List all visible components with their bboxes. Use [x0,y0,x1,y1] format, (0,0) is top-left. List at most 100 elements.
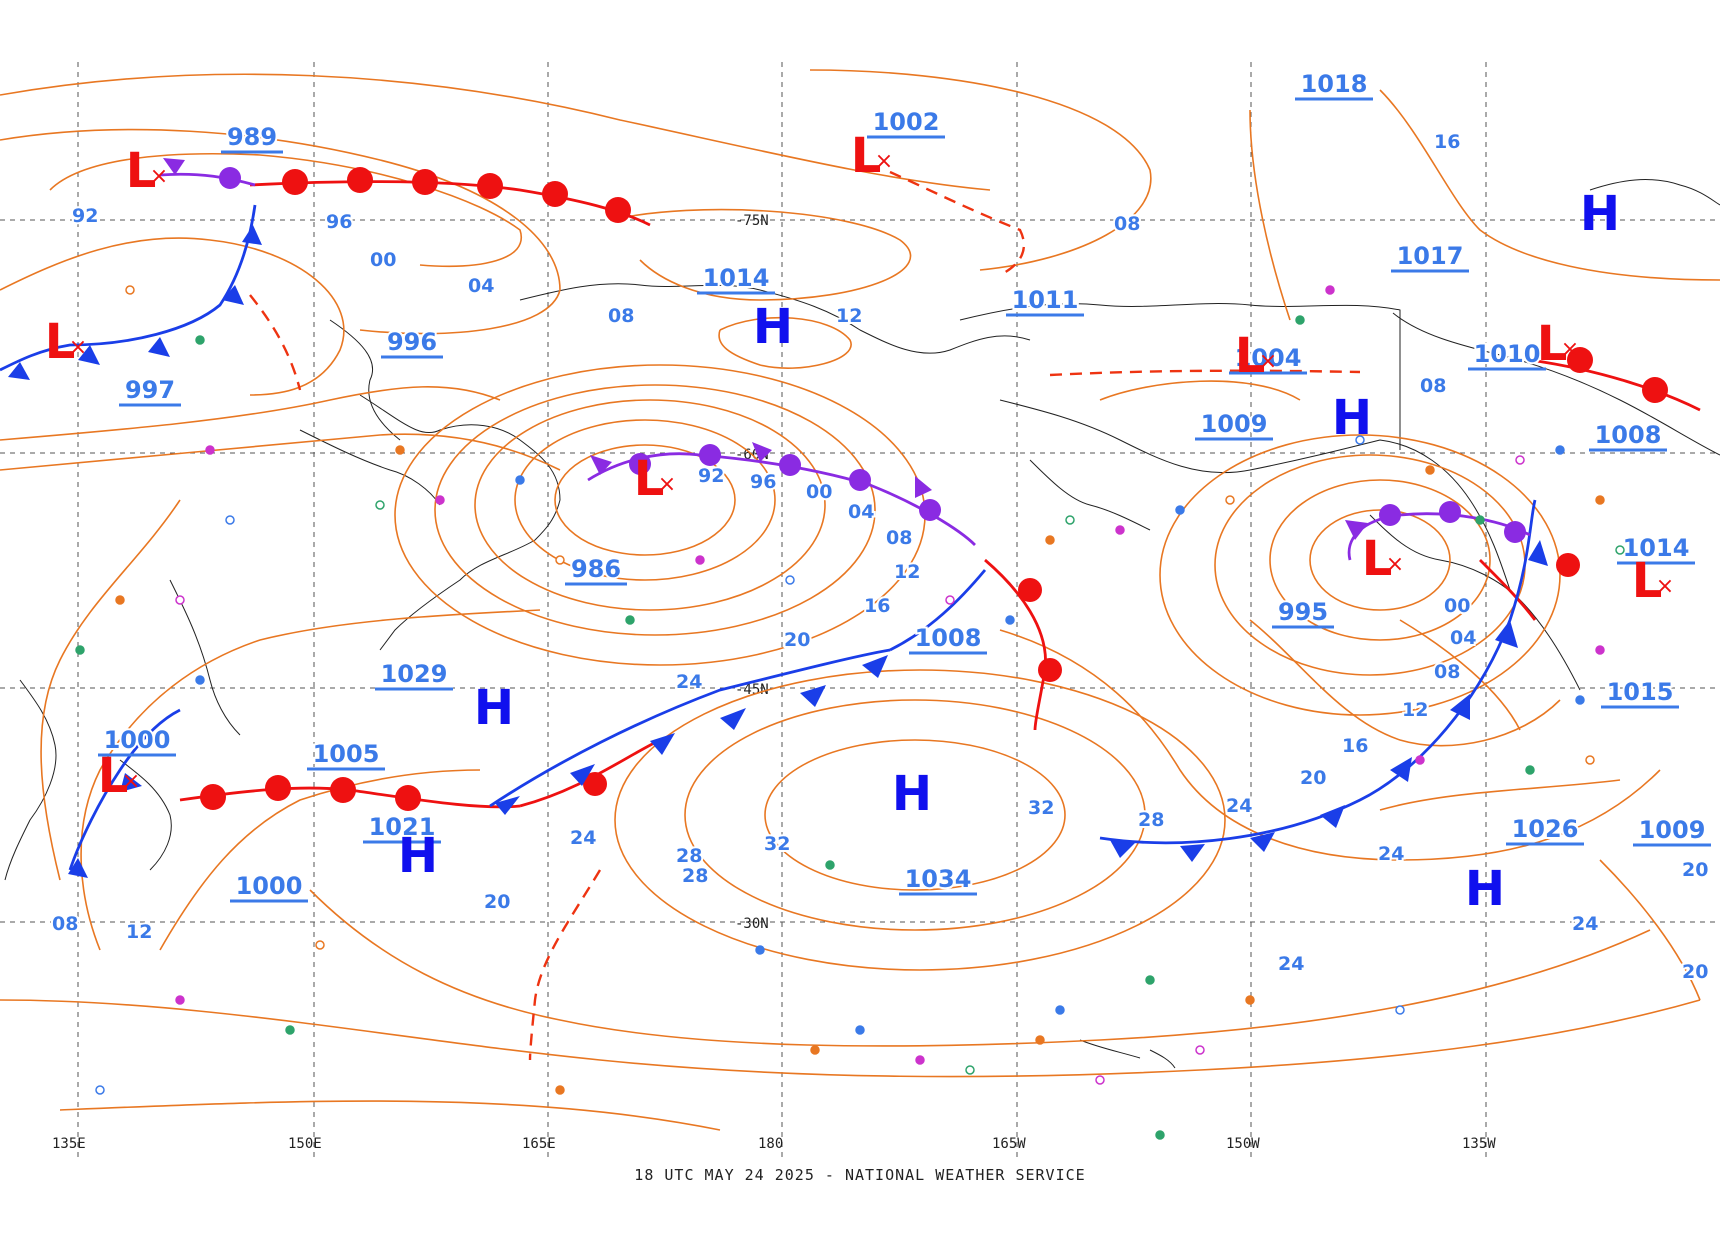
station-marker [1035,1035,1045,1045]
pressure-center-value: 1009 [1633,814,1711,847]
cold-front-triangles [8,225,1548,878]
station-marker [625,615,635,625]
isobar-label: 28 [676,845,702,867]
station-marker [1575,695,1585,705]
svg-text:×: × [150,164,168,189]
isobar-label: 08 [1434,661,1460,683]
station-marker [1325,285,1335,295]
pressure-center-value: 1008 [909,622,987,655]
low-pressure-symbol: L× [1235,328,1278,384]
svg-text:1005: 1005 [313,740,380,768]
svg-text:1002: 1002 [873,108,940,136]
station-marker [785,575,795,585]
pressure-center-value: 1017 [1391,240,1469,273]
svg-text:1008: 1008 [915,624,982,652]
svg-text:×: × [122,769,140,794]
isobar-label: 24 [1226,795,1252,817]
pressure-center-value: 1026 [1506,813,1584,846]
svg-text:1015: 1015 [1607,678,1674,706]
isobar-label: 28 [682,865,708,887]
isobar-label: 24 [1278,953,1304,975]
station-marker [1595,645,1605,655]
isobar-label: 00 [370,249,396,271]
isobar-label: 32 [764,833,790,855]
pressure-center-value: 1034 [899,863,977,896]
high-pressure-symbol: H [892,766,932,822]
low-pressure-symbol: L× [851,128,894,184]
isobar-label: 24 [570,827,596,849]
svg-text:1029: 1029 [381,660,448,688]
svg-text:H: H [398,828,438,884]
station-marker [1065,515,1075,525]
station-marker [1175,505,1185,515]
svg-text:1010: 1010 [1474,340,1541,368]
station-marker [125,285,135,295]
high-pressure-symbol: H [753,299,793,355]
isobar-label: 12 [126,921,152,943]
svg-text:×: × [1561,337,1579,362]
station-marker [195,335,205,345]
svg-text:1008: 1008 [1595,421,1662,449]
chart-caption: 18 UTC MAY 24 2025 - NATIONAL WEATHER SE… [634,1166,1086,1184]
station-marker [375,500,385,510]
station-marker [1155,1130,1165,1140]
station-marker [855,1025,865,1035]
pressure-center-values: 1018 1002 989 1014 1011 1017 1004 1010 1009 996 99… [98,68,1711,903]
pressure-center-value: 1018 [1295,68,1373,101]
svg-text:L: L [1362,531,1393,587]
low-pressure-symbol: L× [126,143,169,199]
isobar-label: 04 [468,275,494,297]
isobar-label: 16 [1342,735,1368,757]
station-marker [175,995,185,1005]
lon-label-165w: 165W [992,1136,1026,1152]
pressure-center-value: 1009 [1195,408,1273,441]
pressure-center-value: 1000 [230,870,308,903]
station-marker [1145,975,1155,985]
lon-label-150e: 150E [288,1136,322,1152]
station-marker [945,595,955,605]
low-pressure-symbol: L× [634,451,677,507]
coastlines [4,179,1720,1069]
station-marker [1555,445,1565,455]
station-marker [965,1065,975,1075]
svg-text:×: × [69,335,87,360]
low-pressure-symbol: L× [1632,553,1675,609]
svg-text:L: L [851,128,882,184]
station-marker [695,555,705,565]
svg-text:1009: 1009 [1201,410,1268,438]
station-marker [75,645,85,655]
pressure-center-value: 1014 [1617,532,1695,565]
station-marker [555,1085,565,1095]
lon-label-135w: 135W [1462,1136,1496,1152]
station-marker [1595,495,1605,505]
station-marker [1515,455,1525,465]
svg-text:H: H [1580,186,1620,242]
isobar-label: 08 [52,913,78,935]
station-marker [1395,1005,1405,1015]
station-marker [1095,1075,1105,1085]
pressure-center-value: 997 [119,374,181,407]
isobars [0,69,1720,1131]
pressure-center-value: 1021 [363,811,441,844]
high-pressure-symbol: H [1465,861,1505,917]
low-pressure-symbol: L× [98,748,141,804]
station-marker [1195,1045,1205,1055]
station-marker [1425,465,1435,475]
svg-text:1014: 1014 [1623,534,1690,562]
pressure-center-value: 1015 [1601,676,1679,709]
station-marker [115,595,125,605]
station-marker [1225,495,1235,505]
station-marker [315,940,325,950]
svg-text:H: H [474,680,514,736]
svg-text:997: 997 [125,376,175,404]
isobar-label: 24 [676,671,702,693]
isobar-label: 20 [1682,859,1708,881]
svg-text:×: × [658,472,676,497]
svg-text:H: H [892,766,932,822]
pressure-center-value: 1011 [1006,284,1084,317]
station-marker [195,675,205,685]
isobar-label: 28 [1138,809,1164,831]
isobar-label: 20 [484,891,510,913]
station-marker [1355,435,1365,445]
